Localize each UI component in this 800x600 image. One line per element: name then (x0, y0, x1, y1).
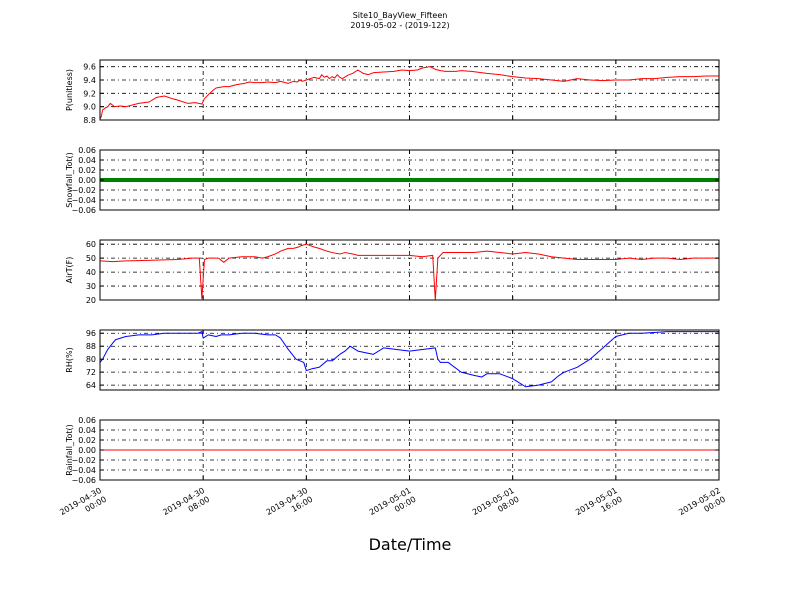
y-axis-label-panel-2: Snowfall_Tot() (65, 152, 74, 208)
x-tick-label: 2019-04-3000:00 (58, 486, 108, 526)
y-tick-label: −0.06 (71, 476, 96, 485)
figure-title-block: Site10_BayView_Fifteen 2019-05-02 - (201… (0, 11, 800, 31)
y-axis-label-panel-1: P(unitless) (65, 69, 74, 111)
series-line-panel-1 (99, 66, 719, 119)
y-tick-label: 0.04 (78, 156, 96, 165)
series-line-panel-3 (99, 243, 719, 301)
y-tick-label: 80 (86, 355, 96, 364)
y-tick-label: 0.00 (78, 176, 96, 185)
y-axis-label-panel-4: RH(%) (65, 347, 74, 372)
y-tick-label: 72 (86, 368, 96, 377)
y-axis-label-panel-3: AirT(F) (65, 257, 74, 284)
y-tick-label: 60 (86, 240, 96, 249)
y-tick-label: 20 (86, 296, 96, 305)
y-tick-label: 9.0 (83, 103, 96, 112)
y-tick-label: 30 (86, 282, 96, 291)
y-tick-label: 40 (86, 268, 96, 277)
x-tick-label: 2019-05-0100:00 (368, 486, 418, 526)
figure-subtitle: 2019-05-02 - (2019-122) (350, 21, 450, 30)
x-axis-label: Date/Time (368, 535, 452, 554)
y-tick-label: −0.02 (71, 456, 96, 465)
x-tick-label: 2019-05-0108:00 (471, 486, 521, 526)
y-tick-label: −0.06 (71, 206, 96, 215)
y-tick-label: 50 (86, 254, 96, 263)
y-tick-label: 96 (86, 329, 96, 338)
y-tick-label: 8.8 (83, 116, 96, 125)
y-axis-label-panel-5: Rainfall_Tot() (65, 424, 74, 476)
y-tick-label: 9.4 (83, 76, 96, 85)
figure-title: Site10_BayView_Fifteen (352, 11, 448, 20)
y-tick-label: 0.02 (78, 436, 96, 445)
y-tick-label: 9.6 (83, 63, 96, 72)
x-tick-label: 2019-05-0116:00 (574, 486, 624, 526)
series-line-panel-4 (99, 331, 719, 388)
y-tick-label: 0.06 (78, 416, 96, 425)
y-tick-label: 0.04 (78, 426, 96, 435)
y-tick-label: 0.06 (78, 146, 96, 155)
x-tick-label: 2019-05-0200:00 (677, 486, 727, 526)
y-tick-label: −0.04 (71, 466, 96, 475)
y-tick-label: −0.04 (71, 196, 96, 205)
x-tick-label: 2019-04-3016:00 (265, 486, 315, 526)
y-tick-label: 0.02 (78, 166, 96, 175)
y-tick-label: 88 (86, 342, 96, 351)
y-tick-label: 9.2 (83, 89, 96, 98)
y-tick-label: 64 (86, 381, 96, 390)
y-tick-label: −0.02 (71, 186, 96, 195)
y-tick-label: 0.00 (78, 446, 96, 455)
x-tick-label: 2019-04-3008:00 (161, 486, 211, 526)
